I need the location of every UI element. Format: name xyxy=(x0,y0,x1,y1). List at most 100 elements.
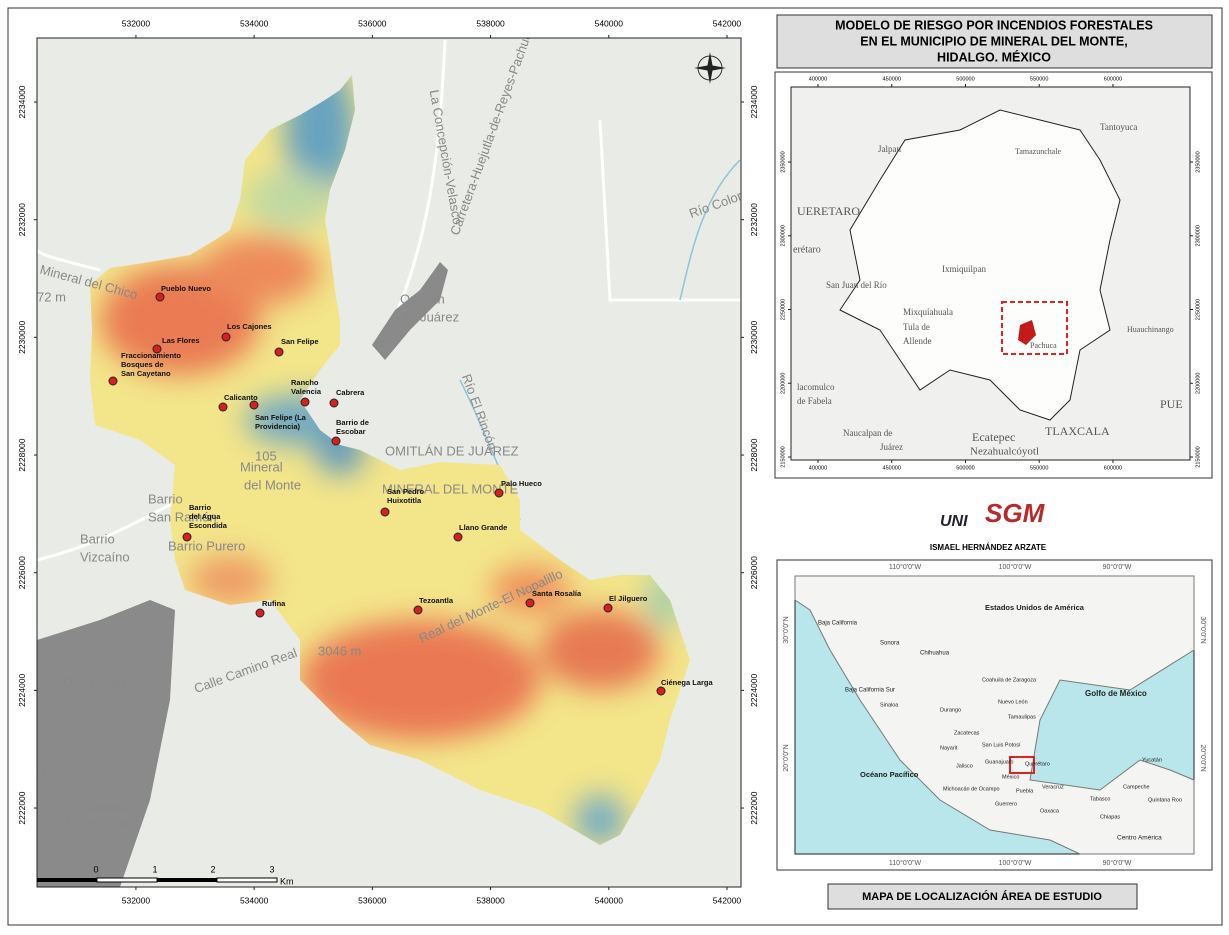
x-coord-label: 532000 xyxy=(122,18,151,28)
scale-label: 0 xyxy=(93,864,98,874)
place-label: Yucatán xyxy=(1142,757,1162,763)
place-label: Estados Unidos de América xyxy=(985,603,1085,612)
basemap-label: Barrio Purero xyxy=(168,538,245,553)
locality-label: Palo Hueco xyxy=(501,479,542,488)
locality-point xyxy=(108,376,118,386)
y-coord-label: 2350000 xyxy=(1195,151,1201,172)
locality-label: San Felipe (La xyxy=(255,413,307,422)
x-coord-label: 550000 xyxy=(1030,76,1048,82)
x-coord-label: 550000 xyxy=(1030,465,1048,471)
title: HIDALGO. MÉXICO xyxy=(937,49,1051,64)
study-area-box xyxy=(1001,301,1068,355)
x-coord-label: 538000 xyxy=(476,895,505,905)
locality-point xyxy=(656,686,666,696)
study-area-box xyxy=(1009,756,1035,774)
place-label: San Luis Potosí xyxy=(982,742,1021,748)
lat-label: 30°0'0"N xyxy=(782,616,790,643)
place-label: San Juan del Río xyxy=(826,280,887,290)
author: ISMAEL HERNÁNDEZ ARZATE xyxy=(930,543,1047,552)
place-label: Tantoyuca xyxy=(1100,122,1137,132)
place-label: erétaro xyxy=(793,244,821,255)
place-label: Centro América xyxy=(1117,835,1162,842)
scale-label: 3 xyxy=(269,864,274,874)
place-label: Jalpan xyxy=(878,144,901,154)
y-coord-label: 2232000 xyxy=(749,203,759,236)
y-coord-label: 2250000 xyxy=(1195,299,1201,320)
basemap-label: Barrio xyxy=(148,491,183,506)
place-label: Tamaulipas xyxy=(1008,714,1036,720)
place-label: TLAXCALA xyxy=(1045,424,1110,438)
hidalgo-state xyxy=(839,109,1121,421)
place-label: Querétaro xyxy=(1025,761,1050,767)
north-arrow xyxy=(694,52,726,84)
locality-label: Ciénega Larga xyxy=(661,678,714,687)
y-coord-label: 2150000 xyxy=(780,446,786,467)
locality-point xyxy=(525,598,535,608)
place-label: UERETARO xyxy=(797,204,860,218)
x-coord-label: 600000 xyxy=(1104,465,1122,471)
locality-label: Rufina xyxy=(262,599,286,608)
place-label: Veracruz xyxy=(1042,784,1064,790)
locality-point xyxy=(603,603,613,613)
basemap-label: Mineral xyxy=(240,459,283,474)
place-label: lacomulco xyxy=(797,382,835,392)
x-coord-label: 400000 xyxy=(809,465,827,471)
locality-label: San Pedro xyxy=(387,487,425,496)
locality-point xyxy=(413,605,423,615)
basemap-label: San Ramón xyxy=(148,509,217,524)
place-label: Baja California Sur xyxy=(845,688,895,694)
locality-point xyxy=(218,402,228,412)
locality-point xyxy=(380,507,390,517)
basemap-label: Dos Carlos xyxy=(63,674,128,689)
locality-label: Fraccionamiento xyxy=(121,351,181,360)
place-label: de Fabela xyxy=(797,396,832,406)
lon-label: 110°0'0"W xyxy=(889,563,922,571)
basemap-label: Vizcaíno xyxy=(80,549,130,564)
locality-label: Barrio xyxy=(189,503,212,512)
place-label: Nezahualcóyotl xyxy=(970,446,1039,458)
locality-label: Las Flores xyxy=(162,336,200,345)
scale-bar xyxy=(37,877,278,883)
y-coord-label: 2150000 xyxy=(1195,446,1201,467)
place-label: Ecatepec xyxy=(972,430,1015,444)
place-label: Naucalpan de xyxy=(843,428,892,438)
x-coord-label: 536000 xyxy=(358,18,387,28)
x-coord-label: 542000 xyxy=(713,895,742,905)
basemap-label: Barrio xyxy=(80,531,115,546)
y-coord-label: 2222000 xyxy=(17,791,27,824)
locality-label: Calicanto xyxy=(224,393,258,402)
main-map-frame xyxy=(36,37,742,888)
basemap-label: Unidad xyxy=(85,799,126,814)
place-label: Sonora xyxy=(880,641,900,647)
lon-label: 90°0'0"W xyxy=(1103,563,1132,571)
y-coord-label: 2200000 xyxy=(780,373,786,394)
place-label: Ixmiquilpan xyxy=(942,264,986,274)
place-label: Tula de xyxy=(903,322,930,332)
place-label: Guerrero xyxy=(995,801,1017,807)
y-coord-label: 2224000 xyxy=(749,674,759,707)
x-coord-label: 538000 xyxy=(476,18,505,28)
place-label: Chiapas xyxy=(1100,814,1120,820)
x-coord-label: 540000 xyxy=(595,895,624,905)
locality-label: El Jilguero xyxy=(609,594,648,603)
y-coord-label: 2226000 xyxy=(749,556,759,589)
lat-label: 30°0'0"N xyxy=(1199,616,1207,643)
title: EN EL MUNICIPIO DE MINERAL DEL MONTE, xyxy=(860,34,1127,48)
place-label: Tamazunchale xyxy=(1015,147,1062,156)
logo-sgm: SGM xyxy=(985,498,1046,528)
lon-label: 100°0'0"W xyxy=(999,563,1032,571)
x-coord-label: 600000 xyxy=(1104,76,1122,82)
place-label: Coahuila de Zaragoza xyxy=(982,677,1037,683)
locality-point xyxy=(300,397,310,407)
place-label: Jalisco xyxy=(956,763,973,769)
title-box xyxy=(776,14,1213,69)
basemap-label: MINERAL DEL MONTE xyxy=(382,481,519,496)
place-label: Pachuca xyxy=(1030,341,1057,350)
basemap-label: Omitlán xyxy=(400,291,445,306)
place-label: Quintana Roo xyxy=(1148,797,1182,803)
place-label: Michoacán de Ocampo xyxy=(943,786,1000,792)
locality-point xyxy=(331,436,341,446)
y-coord-label: 2300000 xyxy=(1195,225,1201,246)
locality-point xyxy=(255,608,265,618)
